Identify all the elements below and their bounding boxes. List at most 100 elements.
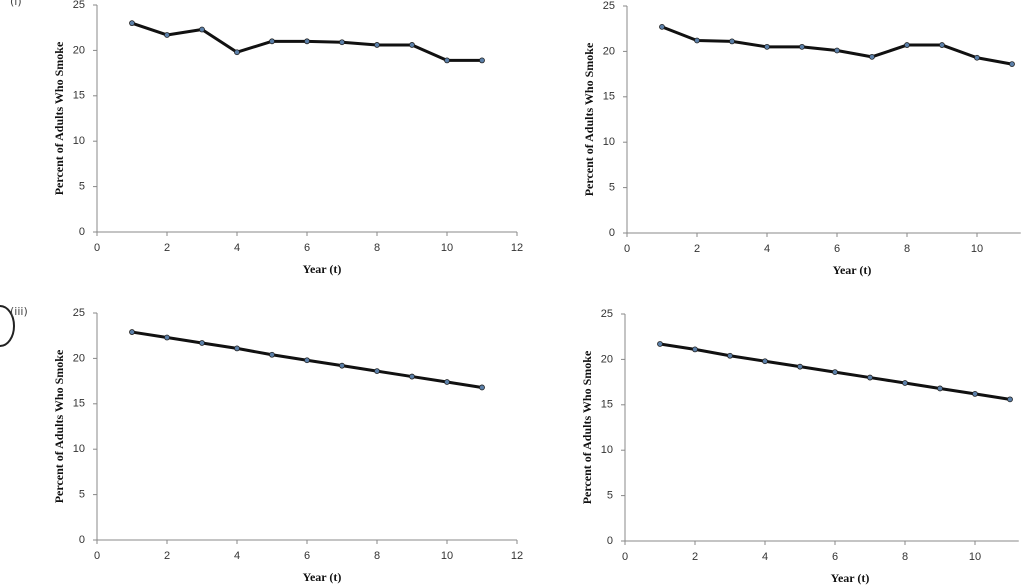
data-point (479, 57, 485, 64)
y-tick-label: 25 (73, 307, 85, 319)
data-point (657, 341, 663, 347)
x-tick-label: 8 (374, 550, 380, 562)
x-tick-label: 4 (234, 550, 240, 562)
x-tick-label: 8 (902, 551, 908, 563)
data-point (444, 379, 450, 385)
y-tick-label: 10 (603, 136, 615, 148)
y-tick-label: 5 (79, 181, 85, 193)
x-tick-label: 8 (374, 242, 380, 254)
x-tick-label: 0 (94, 550, 100, 562)
x-axis-title: Year (t) (303, 262, 342, 276)
x-tick-label: 2 (164, 550, 170, 562)
data-point (304, 357, 310, 364)
y-tick-label: 5 (607, 490, 613, 502)
data-point (199, 340, 205, 346)
x-tick-label: 4 (234, 242, 240, 254)
data-point (937, 385, 943, 392)
data-point (729, 38, 735, 45)
x-tick-label: 6 (832, 551, 838, 563)
x-axis-title: Year (t) (833, 263, 872, 277)
data-point (409, 373, 415, 380)
x-axis-title: Year (t) (303, 570, 342, 584)
y-tick-label: 25 (73, 0, 85, 11)
panel-label: (i) (10, 0, 22, 8)
y-tick-label: 0 (79, 226, 85, 238)
data-point (727, 352, 733, 359)
y-tick-label: 15 (73, 398, 85, 410)
y-tick-label: 5 (79, 489, 85, 501)
panel-label: (iii) (10, 305, 28, 318)
data-point (799, 43, 805, 50)
x-tick-label: 2 (164, 242, 170, 254)
data-point (902, 380, 908, 386)
x-tick-label: 2 (694, 243, 700, 255)
data-line (661, 25, 1013, 66)
y-tick-label: 0 (79, 534, 85, 546)
x-tick-label: 6 (834, 243, 840, 255)
x-tick-label: 12 (511, 550, 523, 562)
data-point (129, 329, 135, 335)
data-point (904, 42, 910, 48)
x-tick-label: 2 (692, 551, 698, 563)
x-tick-label: 4 (764, 243, 770, 255)
data-point (1007, 396, 1013, 403)
y-tick-label: 0 (607, 535, 613, 547)
data-point (409, 42, 415, 48)
y-axis-title: Percent of Adults Who Smoke (582, 42, 596, 196)
data-point (444, 57, 450, 64)
y-tick-label: 20 (73, 352, 85, 364)
y-tick-label: 25 (603, 0, 615, 12)
data-point (659, 23, 665, 30)
data-point (304, 38, 310, 45)
data-point (939, 42, 945, 48)
data-point (692, 346, 698, 353)
y-tick-label: 10 (73, 443, 85, 455)
y-tick-label: 15 (603, 91, 615, 103)
y-axis-title: Percent of Adults Who Smoke (580, 350, 594, 504)
x-tick-label: 6 (304, 242, 310, 254)
data-point (694, 37, 700, 44)
data-point (339, 362, 345, 369)
y-axis-title: Percent of Adults Who Smoke (52, 349, 66, 503)
data-point (972, 391, 978, 397)
data-point (269, 38, 275, 45)
x-tick-label: 10 (441, 242, 453, 254)
data-point (479, 384, 485, 391)
data-point (234, 49, 240, 56)
data-point (339, 39, 345, 46)
x-tick-label: 0 (622, 551, 628, 563)
data-point (797, 363, 803, 370)
y-tick-label: 20 (601, 353, 613, 365)
data-point (164, 334, 170, 341)
x-tick-label: 6 (304, 550, 310, 562)
y-tick-label: 20 (603, 45, 615, 57)
y-tick-label: 15 (73, 90, 85, 102)
y-axis-title: Percent of Adults Who Smoke (52, 41, 66, 195)
x-tick-label: 10 (971, 243, 983, 255)
y-tick-label: 0 (609, 227, 615, 239)
data-point (762, 358, 768, 365)
y-tick-label: 20 (73, 44, 85, 56)
x-axis-title: Year (t) (831, 571, 870, 585)
circle-fragment (0, 305, 15, 347)
data-point (234, 345, 240, 352)
data-point (374, 42, 380, 48)
x-tick-label: 10 (969, 551, 981, 563)
data-point (269, 351, 275, 358)
x-tick-label: 12 (511, 242, 523, 254)
y-tick-label: 10 (601, 444, 613, 456)
data-point (164, 32, 170, 38)
x-tick-label: 0 (94, 242, 100, 254)
data-point (1009, 61, 1015, 68)
y-tick-label: 15 (601, 399, 613, 411)
data-point (129, 20, 135, 27)
data-point (764, 43, 770, 50)
data-point (374, 368, 380, 375)
x-tick-label: 10 (441, 550, 453, 562)
data-point (869, 53, 875, 60)
y-tick-label: 5 (609, 182, 615, 194)
data-point (974, 54, 980, 61)
data-point (832, 369, 838, 376)
